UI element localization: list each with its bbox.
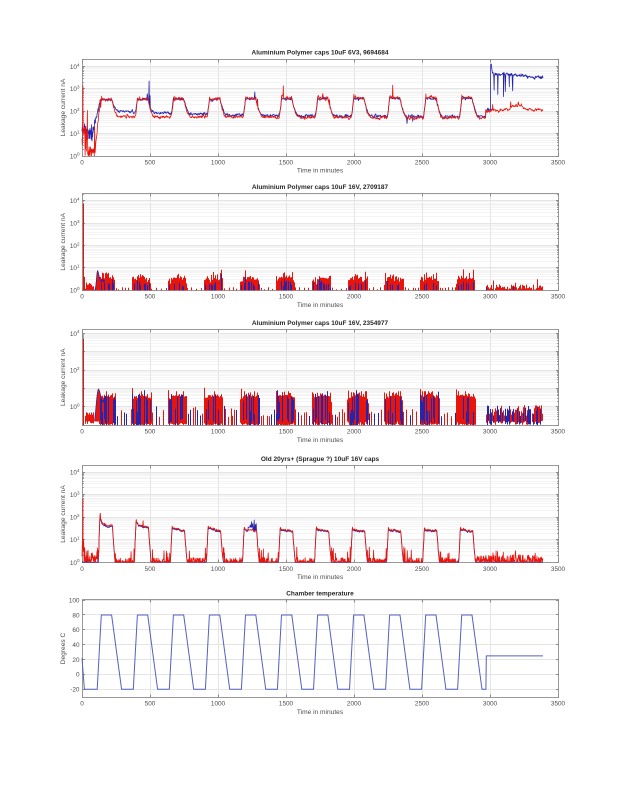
svg-text:Degrees C: Degrees C	[60, 633, 67, 665]
svg-text:20: 20	[72, 657, 80, 664]
svg-text:2000: 2000	[347, 701, 362, 708]
svg-text:Time in minutes: Time in minutes	[297, 168, 344, 175]
svg-text:1500: 1500	[279, 566, 294, 573]
svg-text:500: 500	[145, 701, 156, 708]
svg-text:3500: 3500	[551, 566, 566, 573]
svg-text:0: 0	[80, 294, 84, 301]
svg-text:Time in minutes: Time in minutes	[297, 574, 344, 581]
svg-text:2500: 2500	[415, 566, 430, 573]
svg-text:Old 20yrs+ (Sprague ?) 10uF 16: Old 20yrs+ (Sprague ?) 10uF 16V caps	[261, 456, 380, 463]
svg-text:Time in minutes: Time in minutes	[297, 709, 344, 716]
svg-text:Aluminium Polymer caps 10uF 16: Aluminium Polymer caps 10uF 16V, 2709187	[252, 184, 389, 191]
svg-text:1000: 1000	[211, 294, 226, 301]
svg-text:2000: 2000	[347, 159, 362, 166]
svg-text:1500: 1500	[279, 429, 294, 436]
svg-text:1500: 1500	[279, 294, 294, 301]
svg-text:Time in minutes: Time in minutes	[297, 302, 344, 309]
svg-text:80: 80	[72, 612, 80, 619]
svg-text:3000: 3000	[483, 566, 498, 573]
svg-text:103: 103	[70, 219, 80, 228]
svg-text:1000: 1000	[211, 566, 226, 573]
svg-text:500: 500	[145, 429, 156, 436]
svg-text:40: 40	[72, 642, 80, 649]
svg-text:101: 101	[70, 129, 80, 138]
svg-text:3000: 3000	[483, 294, 498, 301]
svg-text:100: 100	[70, 286, 80, 295]
svg-text:2000: 2000	[347, 294, 362, 301]
svg-text:100: 100	[70, 558, 80, 567]
svg-text:2500: 2500	[415, 159, 430, 166]
svg-text:1500: 1500	[279, 701, 294, 708]
svg-text:0: 0	[80, 429, 84, 436]
svg-text:3500: 3500	[551, 294, 566, 301]
svg-text:Chamber temperature: Chamber temperature	[286, 590, 354, 597]
svg-text:500: 500	[145, 294, 156, 301]
svg-text:2000: 2000	[347, 566, 362, 573]
svg-text:3000: 3000	[483, 429, 498, 436]
svg-text:102: 102	[70, 241, 80, 250]
svg-text:2500: 2500	[415, 294, 430, 301]
svg-text:2000: 2000	[347, 429, 362, 436]
svg-text:102: 102	[70, 513, 80, 522]
svg-text:102: 102	[70, 107, 80, 116]
svg-text:2500: 2500	[415, 429, 430, 436]
svg-text:104: 104	[70, 197, 80, 206]
svg-text:3500: 3500	[551, 429, 566, 436]
svg-text:0: 0	[76, 672, 80, 679]
svg-text:500: 500	[145, 159, 156, 166]
svg-text:Aluminium Polymer caps 10uF 16: Aluminium Polymer caps 10uF 16V, 2354977	[252, 320, 389, 327]
svg-text:0: 0	[80, 159, 84, 166]
svg-text:60: 60	[72, 627, 80, 634]
svg-text:3000: 3000	[483, 701, 498, 708]
svg-text:103: 103	[70, 490, 80, 499]
svg-text:104: 104	[70, 329, 80, 338]
svg-text:1000: 1000	[211, 701, 226, 708]
svg-text:3000: 3000	[483, 159, 498, 166]
svg-text:101: 101	[70, 536, 80, 545]
svg-text:100: 100	[70, 403, 80, 412]
svg-text:500: 500	[145, 566, 156, 573]
svg-text:0: 0	[80, 566, 84, 573]
svg-text:104: 104	[70, 62, 80, 71]
svg-text:102: 102	[70, 366, 80, 375]
svg-text:2500: 2500	[415, 701, 430, 708]
svg-text:1000: 1000	[211, 159, 226, 166]
svg-text:1000: 1000	[211, 429, 226, 436]
svg-text:-20: -20	[70, 687, 80, 694]
svg-text:103: 103	[70, 85, 80, 94]
svg-text:Leakage current nA: Leakage current nA	[60, 485, 67, 543]
svg-text:3500: 3500	[551, 701, 566, 708]
svg-text:Leakage current nA: Leakage current nA	[60, 78, 67, 136]
svg-text:100: 100	[69, 597, 80, 604]
svg-text:Time in minutes: Time in minutes	[297, 437, 344, 444]
svg-text:Aluminium Polymer caps 10uF 6V: Aluminium Polymer caps 10uF 6V3, 9694684	[252, 50, 389, 57]
svg-text:0: 0	[80, 701, 84, 708]
svg-text:104: 104	[70, 468, 80, 477]
svg-text:100: 100	[70, 152, 80, 161]
svg-text:Leakage current nA: Leakage current nA	[60, 348, 67, 406]
svg-text:101: 101	[70, 264, 80, 273]
svg-text:3500: 3500	[551, 159, 566, 166]
svg-text:1500: 1500	[279, 159, 294, 166]
svg-text:Leakage current nA: Leakage current nA	[60, 212, 67, 270]
